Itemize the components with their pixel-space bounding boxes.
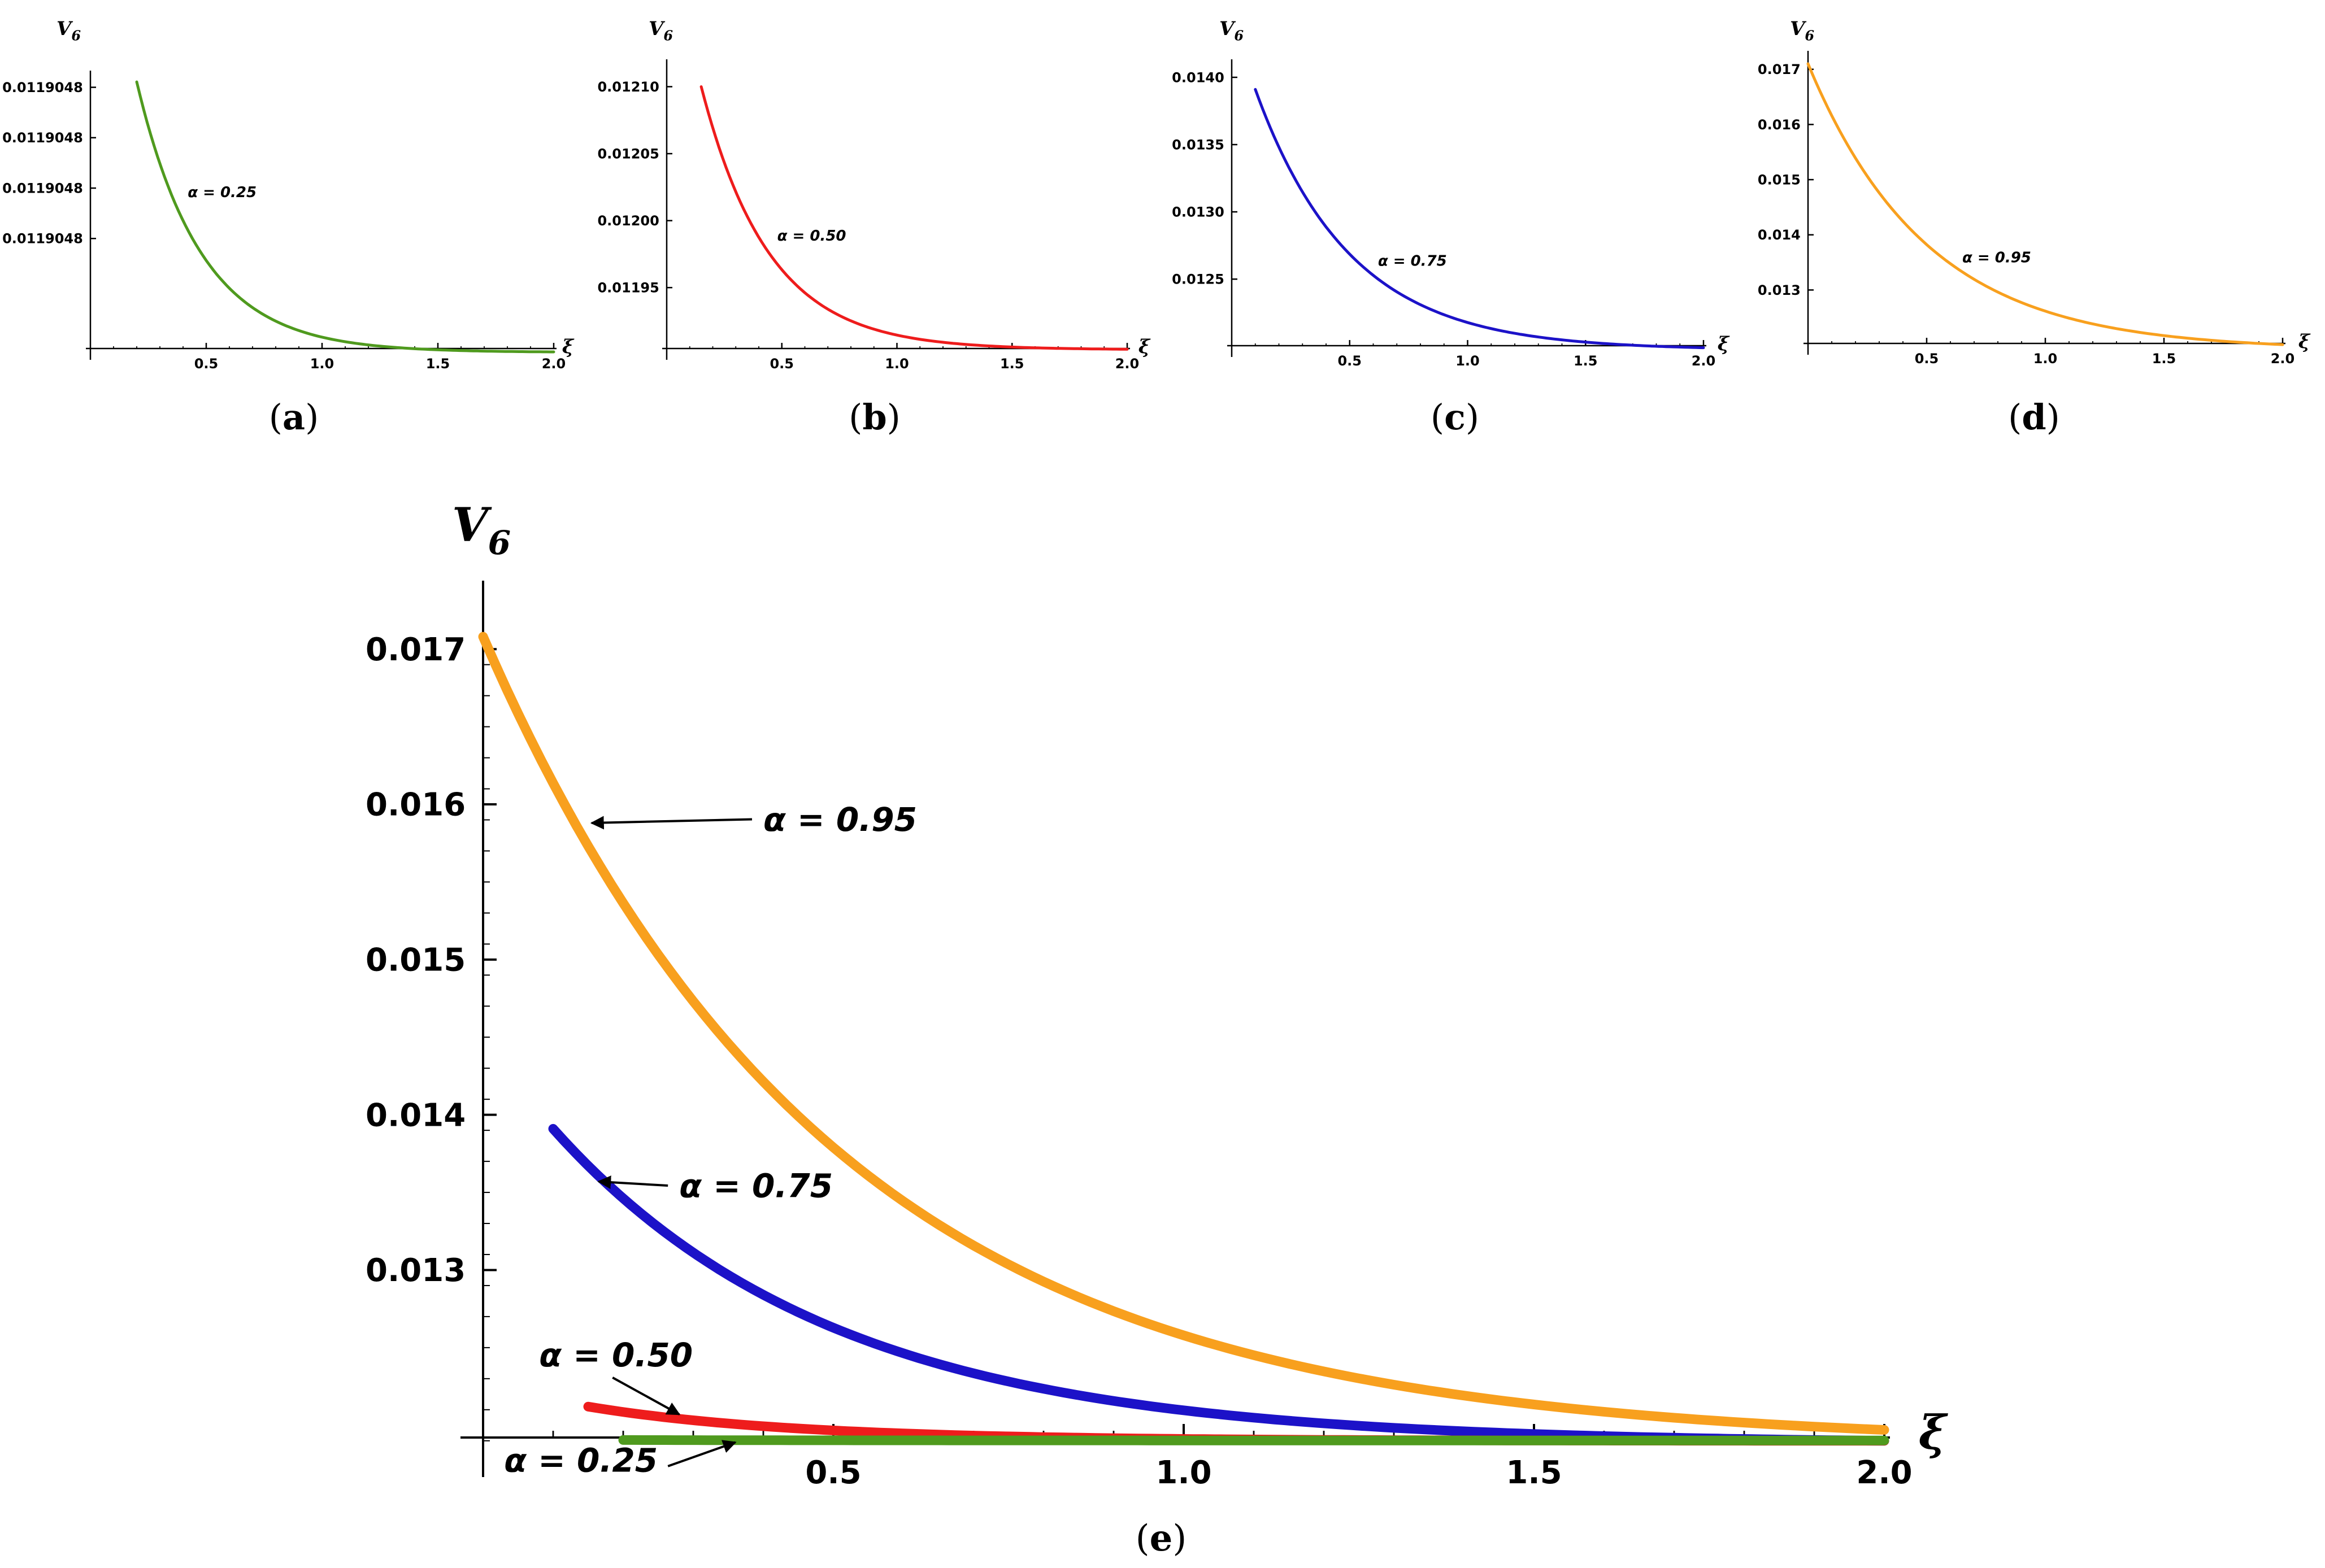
x-tick-label-d-10: 1.0 [2033,351,2058,367]
x-tick-label-b-20: 2.0 [1115,356,1140,372]
annotation-b-alpha-050: α = 0.50 [777,228,846,245]
y-axis-title-b-sub: 6 [663,28,673,44]
annotation-a-alpha-025: α = 0.25 [188,184,257,201]
y-axis-title-d-main: V [1790,18,1807,40]
curve-c-alpha-075 [1254,88,1705,350]
chart-panel-b: 0.01210 0.01205 0.01200 0.01195 0.5 1.0 … [597,18,1150,438]
y-tick-label-b-2: 0.01205 [597,146,659,162]
annotation-arrow-e-alpha-095 [590,816,753,830]
curve-b-alpha-050 [699,85,1129,351]
y-tick-label-a-4: 0.0119048 [2,231,83,247]
y-tick-label-b-4: 0.01195 [597,280,659,296]
x-tick-label-c-20: 2.0 [1692,353,1716,369]
x-tick-label-e-05: 0.5 [805,1454,861,1491]
y-tick-label-e-3: 0.015 [366,942,466,978]
y-tick-label-b-1: 0.01210 [597,79,659,95]
x-axis-title-d: ξ [2298,330,2311,353]
panel-caption-c: (c) [1431,397,1479,438]
x-tick-label-c-05: 0.5 [1337,353,1362,369]
x-tick-label-c-10: 1.0 [1455,353,1480,369]
annotation-d-alpha-095: α = 0.95 [1962,250,2031,267]
x-tick-label-a-10: 1.0 [310,356,334,372]
panel-caption-a-letter: a [283,397,305,438]
x-tick-label-d-20: 2.0 [2271,351,2295,367]
y-tick-label-e-1: 0.017 [366,631,466,668]
y-axis-title-b: V6 [649,18,673,44]
curve-e-alpha-095 [478,631,1889,1435]
y-tick-label-d-1: 0.017 [1758,62,1801,77]
chart-panel-a: 0.0119048 0.0119048 0.0119048 0.0119048 … [2,18,575,438]
annotation-e-alpha-025: α = 0.25 [504,1441,658,1480]
y-tick-label-d-2: 0.016 [1758,117,1801,133]
annotation-arrow-e-alpha-050 [612,1377,681,1415]
annotation-arrow-e-alpha-075 [597,1175,668,1190]
curve-d-alpha-095 [1806,62,2284,346]
panel-caption-c-letter: c [1444,397,1466,438]
y-tick-label-d-5: 0.013 [1758,282,1801,298]
y-axis-title-c-sub: 6 [1234,28,1244,44]
curve-a-alpha-025 [135,80,555,354]
x-tick-label-d-15: 1.5 [2152,351,2176,367]
annotation-arrow-e-alpha-025 [667,1440,737,1467]
y-axis-title-d-sub: 6 [1805,28,1814,44]
x-axis-title-e: ξ [1919,1406,1949,1460]
y-tick-label-b-3: 0.01200 [597,213,659,229]
y-tick-label-e-4: 0.014 [366,1097,466,1134]
y-axis-title-c: V6 [1219,18,1244,44]
x-axis-title-b: ξ [1138,336,1151,358]
panel-caption-e-letter: e [1150,1517,1173,1560]
x-tick-label-a-15: 1.5 [426,356,450,372]
axes-d [1803,51,2285,355]
y-tick-label-c-2: 0.0135 [1172,137,1224,153]
y-axis-title-b-main: V [649,18,666,40]
chart-panel-d: 0.017 0.016 0.015 0.014 0.013 0.5 1.0 1.… [1758,18,2311,438]
x-tick-label-e-15: 1.5 [1506,1454,1562,1491]
y-tick-label-e-2: 0.016 [366,787,466,824]
x-tick-label-a-05: 0.5 [194,356,219,372]
x-tick-label-c-15: 1.5 [1574,353,1598,369]
x-tick-label-e-10: 1.0 [1155,1454,1211,1491]
y-axis-title-a-sub: 6 [71,28,81,44]
y-tick-label-e-5: 0.013 [366,1252,466,1289]
y-axis-title-e-main: V [452,498,492,552]
panel-caption-d-letter: d [2022,397,2046,438]
x-axis-title-a: ξ [562,336,575,358]
y-tick-label-a-3: 0.0119048 [2,180,83,196]
x-tick-label-b-05: 0.5 [770,356,794,372]
annotation-c-alpha-075: α = 0.75 [1378,252,1447,269]
x-tick-label-e-20: 2.0 [1856,1454,1912,1491]
annotation-e-alpha-075: α = 0.75 [679,1166,833,1205]
x-tick-label-a-20: 2.0 [542,356,566,372]
y-axis-title-e: V6 [452,498,511,562]
panel-caption-d: (d) [2008,397,2060,438]
y-axis-title-c-main: V [1219,18,1236,40]
x-axis-title-c: ξ [1718,333,1730,355]
chart-panel-c: 0.0140 0.0135 0.0130 0.0125 0.5 1.0 1.5 … [1172,18,1730,438]
y-axis-title-d: V6 [1790,18,1814,44]
annotation-e-alpha-050: α = 0.50 [539,1336,693,1374]
annotation-e-alpha-095: α = 0.95 [763,800,917,839]
y-tick-label-c-3: 0.0130 [1172,204,1224,220]
axes-a [86,71,557,360]
y-axis-title-a-main: V [57,18,73,40]
y-tick-label-a-1: 0.0119048 [2,80,83,95]
panel-caption-b: (b) [849,397,901,438]
axes-b [662,59,1130,360]
panel-caption-a: (a) [269,397,319,438]
y-axis-title-e-sub: 6 [488,524,511,562]
axes-c [1227,59,1706,357]
y-axis-title-a: V6 [57,18,81,44]
y-tick-label-c-1: 0.0140 [1172,69,1224,85]
panel-caption-e: (e) [1136,1517,1187,1560]
y-tick-label-d-4: 0.014 [1758,227,1801,243]
panel-caption-b-letter: b [862,397,886,438]
x-tick-label-d-05: 0.5 [1915,351,1939,367]
y-tick-label-d-3: 0.015 [1758,172,1801,188]
x-tick-label-b-10: 1.0 [885,356,909,372]
y-tick-label-a-2: 0.0119048 [2,130,83,146]
chart-panel-e: 0.017 0.016 0.015 0.014 0.013 0.5 1.0 1.… [366,498,1949,1560]
x-tick-label-b-15: 1.5 [1000,356,1024,372]
y-tick-label-c-4: 0.0125 [1172,272,1224,288]
